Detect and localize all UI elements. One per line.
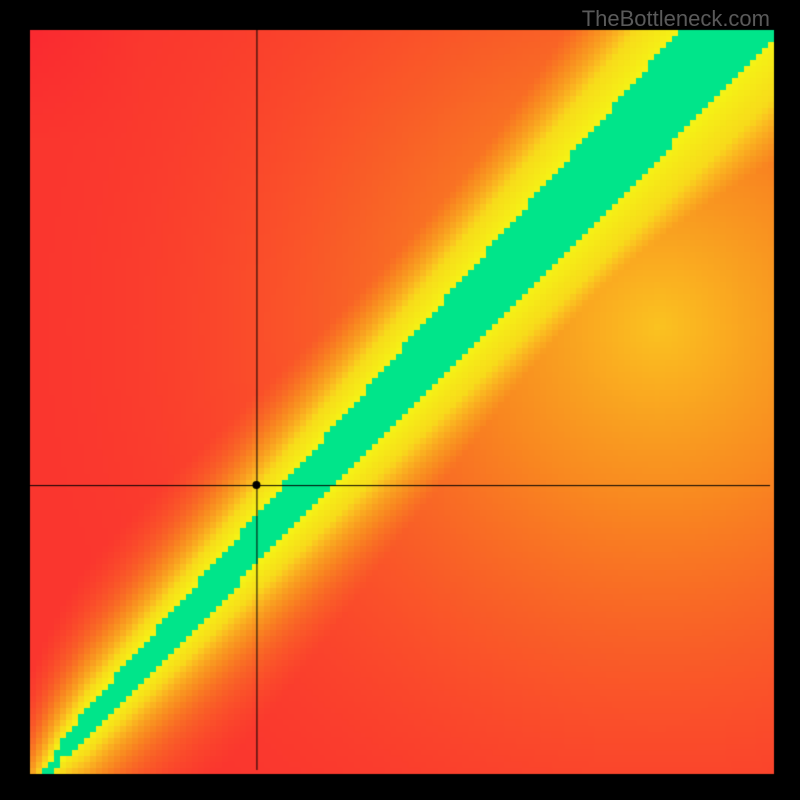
chart-container: TheBottleneck.com [0, 0, 800, 800]
watermark-text: TheBottleneck.com [582, 6, 770, 32]
heatmap-canvas [0, 0, 800, 800]
